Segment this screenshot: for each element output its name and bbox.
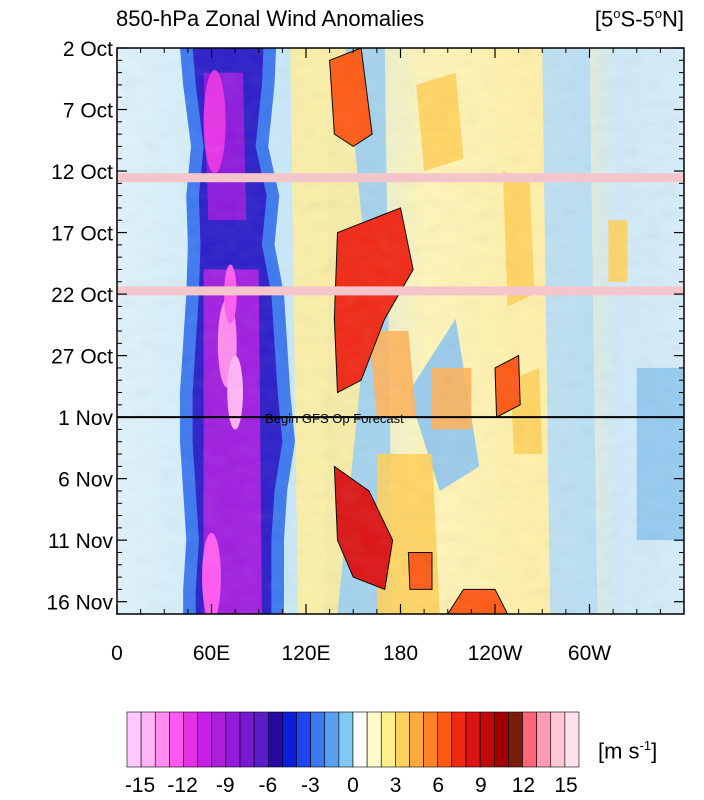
colorbar-label: -9 — [216, 774, 235, 797]
x-tick-label: 120E — [281, 642, 330, 665]
colorbar-label: 6 — [432, 774, 444, 797]
colorbar-box — [253, 711, 269, 768]
colorbar-label: -6 — [258, 774, 277, 797]
y-tick-label: 27 Oct — [51, 346, 113, 369]
colorbar-units: [m s-1] — [598, 738, 657, 764]
colorbar-box — [267, 711, 283, 768]
colorbar-box — [324, 711, 340, 768]
colorbar-box — [395, 711, 410, 768]
field-texture — [117, 48, 684, 614]
colorbar-label: -12 — [167, 774, 197, 797]
colorbar-box — [338, 711, 354, 768]
colorbar-label: 12 — [512, 774, 535, 797]
plot-area — [117, 48, 684, 614]
colorbar-label: 0 — [347, 774, 359, 797]
units-exponent: -1 — [639, 738, 652, 753]
colorbar-box — [423, 711, 439, 768]
colorbar-box — [352, 711, 368, 768]
colorbar-box — [225, 711, 241, 768]
colorbar-box — [380, 711, 396, 768]
y-tick-label: 6 Nov — [58, 469, 113, 492]
colorbar-box — [197, 711, 213, 768]
colorbar-label: 15 — [554, 774, 577, 797]
colorbar-box — [465, 711, 481, 768]
forecast-label: Begin GFS Op Forecast — [265, 411, 404, 426]
y-tick-label: 22 Oct — [51, 284, 113, 307]
region-degree-south: o — [613, 6, 621, 21]
colorbar-box — [479, 711, 495, 768]
colorbar-box — [239, 711, 255, 768]
x-axis: 0 60E 120E 180 120W 60W — [111, 48, 661, 665]
x-tick-label: 180 — [383, 642, 418, 665]
y-tick-label: 11 Nov — [48, 530, 113, 553]
colorbar-box — [522, 711, 537, 768]
colorbar-box — [296, 711, 311, 768]
colorbar-label: 3 — [390, 774, 402, 797]
colorbar-box — [282, 711, 297, 768]
colorbar-box — [493, 711, 509, 768]
x-tick-label: 120W — [468, 642, 523, 665]
colorbar-box — [508, 711, 523, 768]
forecast-line-group: Begin GFS Op Forecast — [117, 411, 684, 426]
chart-title: 850-hPa Zonal Wind Anomalies — [116, 6, 425, 31]
region-south-label: S-5 — [620, 6, 655, 32]
colorbar-box — [550, 711, 566, 768]
y-tick-label: 7 Oct — [63, 100, 113, 123]
units-base: [m s — [598, 738, 640, 764]
colorbar-label: 9 — [475, 774, 487, 797]
colorbar-box — [183, 711, 198, 768]
colorbar-label: -3 — [301, 774, 320, 797]
x-tick-label: 0 — [111, 642, 123, 665]
colorbar-label: -15 — [125, 774, 155, 797]
y-tick-label: 2 Oct — [63, 38, 113, 61]
colorbar-box — [310, 711, 326, 768]
y-tick-label: 1 Nov — [58, 407, 113, 430]
region-north-label: N] — [662, 6, 684, 32]
y-axis: 2 Oct 7 Oct 12 Oct 17 Oct 22 Oct 27 Oct 1 Nov 6… — [46, 38, 684, 615]
colorbar-box — [366, 711, 382, 768]
region-prefix: [5 — [594, 6, 614, 32]
units-end: ] — [651, 738, 658, 764]
x-tick-label: 60W — [568, 642, 611, 665]
colorbar-box — [211, 711, 227, 768]
colorbar-box — [169, 711, 184, 768]
colorbar-box — [409, 711, 424, 768]
colorbar-box — [126, 711, 142, 768]
colorbar-box — [437, 711, 453, 768]
y-tick-label: 12 Oct — [51, 161, 113, 184]
y-tick-label: 16 Nov — [46, 592, 113, 615]
x-tick-label: 60E — [193, 642, 230, 665]
missing-data-band-0 — [117, 173, 684, 183]
colorbar-box — [564, 711, 580, 768]
colorbar-box — [140, 711, 156, 768]
colorbar-box — [451, 711, 467, 768]
colorbar: -15 -12 -9 -6 -3 0 3 6 9 12 15 — [125, 711, 580, 797]
missing-data-band-1 — [117, 286, 684, 296]
region-label: [5oS-5oN] — [595, 6, 684, 32]
region-degree-north: o — [654, 6, 662, 21]
y-tick-label: 17 Oct — [51, 223, 113, 246]
colorbar-box — [536, 711, 552, 768]
colorbar-box — [154, 711, 170, 768]
